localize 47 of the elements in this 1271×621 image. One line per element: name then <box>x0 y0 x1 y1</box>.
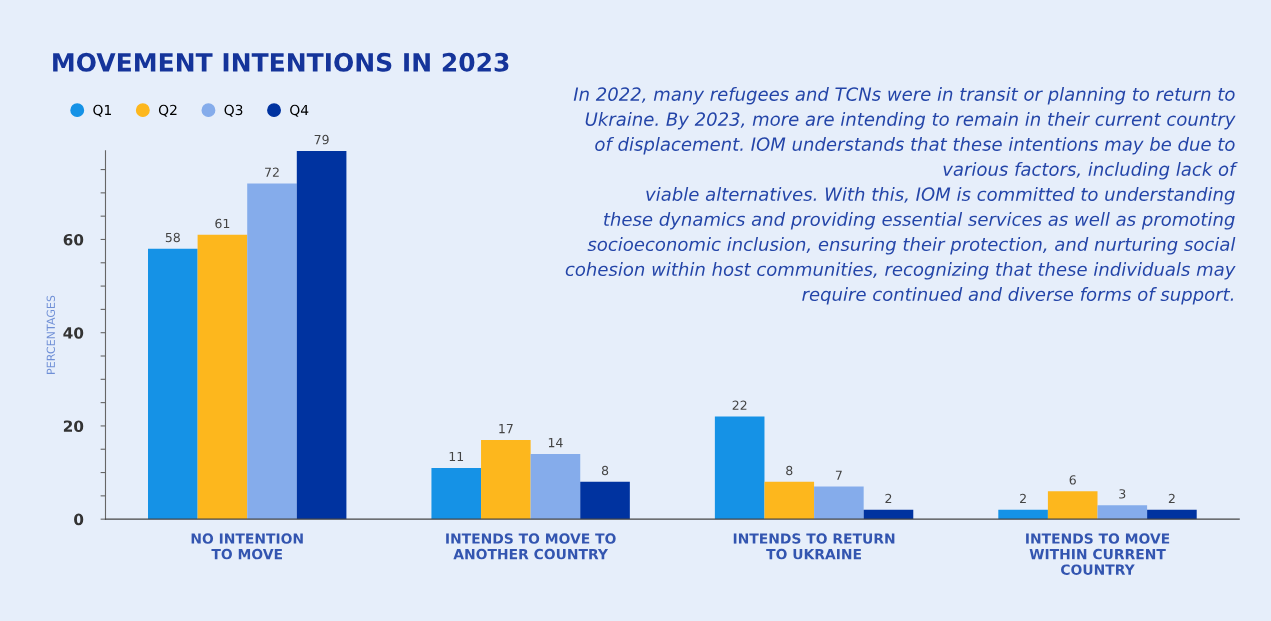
y-axis-title: PERCENTAGES <box>46 295 55 374</box>
data-label: 14 <box>548 438 563 448</box>
bar <box>714 416 765 520</box>
y-tick-label: 0 <box>74 513 84 526</box>
bar <box>481 439 531 520</box>
x-tick-label: NO INTENTION TO MOVE <box>191 533 303 560</box>
data-label: 22 <box>732 400 747 410</box>
data-label: 72 <box>265 167 279 177</box>
data-label: 7 <box>835 470 842 480</box>
y-tick-label: 20 <box>63 420 84 432</box>
legend-label: Q1 <box>93 104 111 117</box>
x-tick-label: INTENDS TO RETURN TO UKRAINE <box>733 533 895 560</box>
legend-label: Q2 <box>158 104 177 117</box>
data-label: 58 <box>165 232 180 243</box>
x-tick-label: INTENDS TO MOVE WITHIN CURRENT COUNTRY <box>1026 533 1170 575</box>
bar <box>814 486 864 520</box>
legend-label: Q3 <box>224 104 243 117</box>
bar <box>863 509 914 520</box>
bar <box>197 234 248 520</box>
legend-label: Q4 <box>290 104 309 117</box>
y-tick-label: 40 <box>63 327 84 339</box>
bar <box>1047 491 1098 520</box>
data-label: 2 <box>1020 493 1026 504</box>
bar <box>530 453 581 520</box>
text: In 2022, many refugees and TCNs were in transit or planning to return to Ukraine. By 2023, more are intending to remain in their current country of displacement. IOM understands that these intentions may be due to various factors, including lack of viable alternatives. With this, IOM is committed to understanding these dynamics and providing essential services as well as promoting socioeconomic inclusion, ensuring their protection, and nurturing social cohesion within host communities, recognizing that these individuals may require continued and diverse forms of support. <box>565 86 1238 305</box>
data-label: 61 <box>215 218 230 229</box>
data-label: 8 <box>786 465 793 476</box>
y-tick-label: 60 <box>63 233 84 246</box>
data-label: 8 <box>601 465 609 476</box>
bar <box>764 481 815 520</box>
data-label: 11 <box>449 452 464 462</box>
bar <box>247 183 297 520</box>
data-label: 17 <box>499 424 513 434</box>
bar <box>1147 509 1197 520</box>
bar <box>148 248 198 520</box>
x-tick-label: INTENDS TO MOVE TO ANOTHER COUNTRY <box>446 533 616 560</box>
data-label: 3 <box>1119 489 1126 499</box>
bar <box>431 467 482 520</box>
data-label: 79 <box>314 134 329 145</box>
data-label: 2 <box>885 493 892 504</box>
bar <box>296 150 347 520</box>
bar <box>998 509 1048 520</box>
data-label: 6 <box>1069 475 1076 485</box>
bar <box>1097 505 1148 520</box>
data-label: 2 <box>1168 493 1175 504</box>
chart-title: MOVEMENT INTENTIONS IN 2023 <box>53 52 509 72</box>
bar <box>580 481 630 520</box>
